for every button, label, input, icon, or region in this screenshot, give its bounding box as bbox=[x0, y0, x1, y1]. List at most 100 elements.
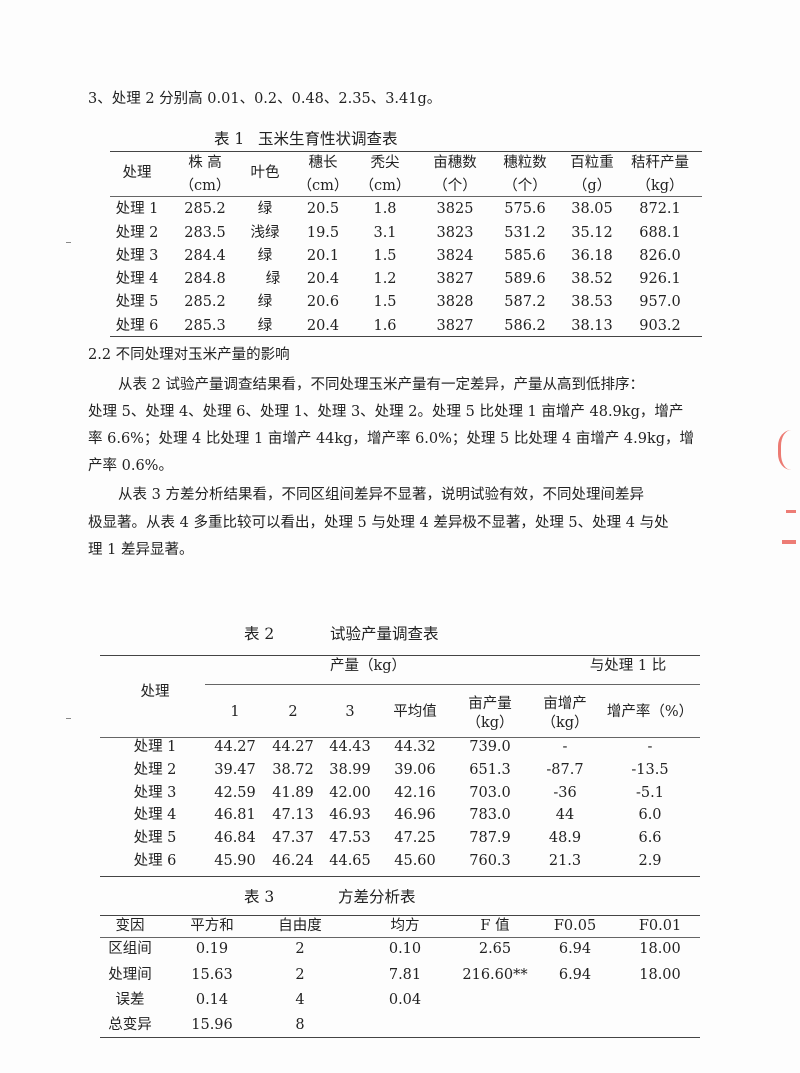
table2-cell: 46.96 bbox=[394, 807, 436, 823]
table1-cell: 3827 bbox=[436, 271, 474, 287]
table1-cell: 1.2 bbox=[373, 271, 397, 287]
table3-cell: 15.96 bbox=[191, 1017, 233, 1033]
paragraph-line: 从表 2 试验产量调查结果看，不同处理玉米产量有一定差异，产量从高到低排序： bbox=[118, 377, 644, 393]
table1-cell: 3828 bbox=[436, 294, 474, 310]
table1-cell: 1.5 bbox=[373, 294, 397, 310]
table1-header-unit: （个） bbox=[433, 178, 477, 194]
red-stamp-fragment bbox=[778, 430, 800, 470]
table1-cell: 589.6 bbox=[504, 271, 546, 287]
paragraph-line: 理 1 差异显著。 bbox=[88, 542, 194, 558]
table2-cell: 45.60 bbox=[394, 853, 436, 869]
table2-cell: 38.72 bbox=[272, 762, 314, 778]
table3-cell: 处理间 bbox=[108, 967, 152, 983]
table1-cell: 585.6 bbox=[504, 248, 546, 264]
section-heading: 2.2 不同处理对玉米产量的影响 bbox=[88, 347, 290, 363]
table2-cell: 41.89 bbox=[272, 785, 314, 801]
table2-header: 平均值 bbox=[393, 704, 437, 720]
table2-cell: 44.27 bbox=[272, 739, 314, 755]
table2-cell: 760.3 bbox=[469, 853, 511, 869]
table1-cell: 绿 bbox=[257, 201, 273, 217]
table3-cell: 2.65 bbox=[478, 941, 512, 957]
table3-cell: 8 bbox=[295, 1017, 305, 1033]
table1-header-unit: （cm） bbox=[359, 178, 411, 194]
table2-cell: 处理 3 bbox=[133, 785, 177, 801]
table3-cell: 18.00 bbox=[639, 967, 681, 983]
table2-header-unit: （kg） bbox=[541, 715, 589, 731]
table2-cell: 44 bbox=[555, 807, 575, 823]
paragraph-line: 从表 3 方差分析结果看，不同区组间差异不显著，说明试验有效，不同处理间差异 bbox=[118, 487, 644, 503]
table2-cell: -36 bbox=[553, 785, 577, 801]
table2-cell: 47.53 bbox=[329, 830, 371, 846]
table2-group-yield: 产量（kg） bbox=[329, 658, 407, 674]
table2-header: 增产率（%） bbox=[606, 704, 694, 720]
table3-cell: 0.14 bbox=[195, 992, 229, 1008]
table1-cell: 20.5 bbox=[306, 201, 340, 217]
table1-cell: 20.6 bbox=[306, 294, 340, 310]
table3-cell: 18.00 bbox=[639, 941, 681, 957]
table1-cell: 903.2 bbox=[639, 318, 681, 334]
paragraph-line: 处理 5、处理 4、处理 6、处理 1、处理 3、处理 2。处理 5 比处理 1… bbox=[88, 404, 684, 420]
table1-cell: 3.1 bbox=[373, 225, 397, 241]
table2-cell: 47.13 bbox=[272, 807, 314, 823]
table1-cell: 19.5 bbox=[306, 225, 340, 241]
table1-cell: 38.13 bbox=[571, 318, 613, 334]
table1-cell: 处理 3 bbox=[115, 248, 159, 264]
table3-cell: 2 bbox=[295, 967, 305, 983]
table1-cell: 688.1 bbox=[639, 225, 681, 241]
table3-cell: 误差 bbox=[115, 992, 145, 1008]
table2-cell: 处理 2 bbox=[133, 762, 177, 778]
table1-cell: 1.5 bbox=[373, 248, 397, 264]
table3-cell: 216.60** bbox=[462, 967, 528, 983]
table1-bottom-rule bbox=[110, 336, 702, 337]
table1-header: 百粒重 bbox=[570, 155, 614, 171]
table1-cell: 处理 5 bbox=[115, 294, 159, 310]
table2-header: 3 bbox=[345, 704, 355, 720]
table1-cell: 处理 4 bbox=[115, 271, 159, 287]
table1-cell: 1.6 bbox=[373, 318, 397, 334]
table2-cell: 21.3 bbox=[548, 853, 582, 869]
table2-cell: 42.00 bbox=[329, 785, 371, 801]
table2-cell: 44.27 bbox=[214, 739, 256, 755]
table1-cell: 36.18 bbox=[571, 248, 613, 264]
table2-cell: 44.43 bbox=[329, 739, 371, 755]
table2-cell: 651.3 bbox=[469, 762, 511, 778]
table3-title: 方差分析表 bbox=[338, 888, 416, 906]
table1-cell: 575.6 bbox=[504, 201, 546, 217]
table3-cell: 6.94 bbox=[558, 941, 592, 957]
table1-header-unit: （个） bbox=[503, 178, 547, 194]
table1-header: 株 高 bbox=[188, 155, 222, 171]
table2-cell: 48.9 bbox=[548, 830, 582, 846]
table1-cell: 872.1 bbox=[639, 201, 681, 217]
table1-header-unit: （cm） bbox=[297, 178, 349, 194]
table2-cell: 46.81 bbox=[214, 807, 256, 823]
table1-cell: 3823 bbox=[436, 225, 474, 241]
table1-cell: 绿 bbox=[265, 271, 281, 287]
table1-cell: 826.0 bbox=[639, 248, 681, 264]
table2-header-unit: （kg） bbox=[466, 715, 514, 731]
table2-cell: 处理 1 bbox=[133, 739, 177, 755]
table3-top-rule bbox=[100, 915, 700, 916]
table2-cell: 46.93 bbox=[329, 807, 371, 823]
table2-cell: 787.9 bbox=[469, 830, 511, 846]
table3-cell: 4 bbox=[295, 992, 305, 1008]
table1-cell: 3825 bbox=[436, 201, 474, 217]
table1-cell: 926.1 bbox=[639, 271, 681, 287]
table2-cell: 2.9 bbox=[638, 853, 662, 869]
table3-cell: 2 bbox=[295, 941, 305, 957]
table2-cell: 处理 6 bbox=[133, 853, 177, 869]
table2-cell: 处理 4 bbox=[133, 807, 177, 823]
table1-cell: 38.05 bbox=[571, 201, 613, 217]
table1-cell: 处理 6 bbox=[115, 318, 159, 334]
table3-cell: 区组间 bbox=[108, 941, 152, 957]
table1-header: 亩穗数 bbox=[433, 155, 477, 171]
table2-cell: 47.25 bbox=[394, 830, 436, 846]
table3-header: 均方 bbox=[390, 918, 420, 934]
paragraph-line: 极显著。从表 4 多重比较可以看出，处理 5 与处理 4 差异极不显著，处理 5… bbox=[88, 515, 669, 531]
table2-top-rule bbox=[100, 655, 700, 656]
table2-cell: 44.65 bbox=[329, 853, 371, 869]
table2-cell: 44.32 bbox=[394, 739, 436, 755]
table3-cell: 6.94 bbox=[558, 967, 592, 983]
table2-cell: -5.1 bbox=[636, 785, 664, 801]
table2-cell: 47.37 bbox=[272, 830, 314, 846]
